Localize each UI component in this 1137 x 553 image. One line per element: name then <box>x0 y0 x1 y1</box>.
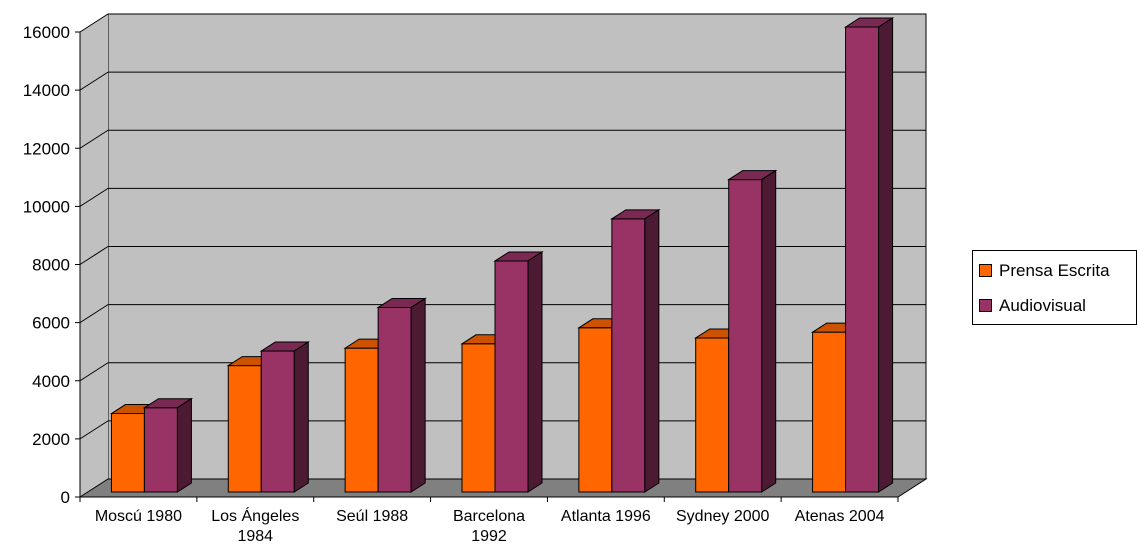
bar-audiovisual <box>377 306 412 493</box>
y-tick-label: 16000 <box>23 23 70 42</box>
y-tick-label: 14000 <box>23 81 70 100</box>
x-tick-label: 1992 <box>471 528 507 545</box>
bar-side-audiovisual <box>644 208 660 493</box>
legend-label-audiovisual: Audiovisual <box>999 296 1086 315</box>
gridline-side <box>79 304 109 324</box>
x-tick-label: Barcelona <box>453 508 525 525</box>
bar-side-audiovisual <box>878 17 894 493</box>
legend-item-audiovisual: Audiovisual <box>979 296 1086 316</box>
gridline-side <box>79 246 109 265</box>
legend-item-prensa-escrita: Prensa Escrita <box>979 261 1110 281</box>
gridline-side <box>79 71 109 91</box>
bar-audiovisual <box>143 407 178 493</box>
bar-side-audiovisual <box>410 297 426 493</box>
y-tick-label: 8000 <box>32 256 70 275</box>
bar-prensa-escrita <box>344 347 379 493</box>
x-tick-label: 1984 <box>237 528 273 545</box>
y-tick-label: 12000 <box>23 139 70 158</box>
bar-side-audiovisual <box>761 169 777 493</box>
legend-swatch-prensa-escrita <box>979 264 992 278</box>
y-tick-label: 10000 <box>23 197 70 216</box>
gridline-side <box>79 187 109 207</box>
bar-audiovisual <box>494 260 529 493</box>
bar-side-audiovisual <box>527 251 543 493</box>
bar-audiovisual <box>260 350 295 493</box>
x-tick-label: Los Ángeles <box>211 506 299 525</box>
bar-prensa-escrita <box>695 337 730 493</box>
x-tick-label: Atenas 2004 <box>795 508 885 525</box>
y-tick-label: 0 <box>61 488 70 507</box>
bar-prensa-escrita <box>227 365 262 493</box>
bar-audiovisual <box>728 179 763 493</box>
x-tick-label: Seúl 1988 <box>336 508 408 525</box>
bar-side-audiovisual <box>176 397 192 493</box>
y-tick-label: 4000 <box>32 372 70 391</box>
bar-audiovisual <box>611 218 646 493</box>
bar-audiovisual <box>845 26 880 493</box>
x-tick-label: Atlanta 1996 <box>561 508 651 525</box>
bar-prensa-escrita <box>110 413 145 493</box>
gridline-side <box>79 362 109 382</box>
gridline-side <box>79 13 109 33</box>
legend-swatch-audiovisual <box>979 299 992 313</box>
bar-prensa-escrita <box>578 327 613 493</box>
gridline-side <box>79 420 109 440</box>
bar-prensa-escrita <box>812 331 847 493</box>
bar-side-audiovisual <box>293 341 309 493</box>
legend: Prensa Escrita Audiovisual <box>972 250 1137 325</box>
x-tick-label: Moscú 1980 <box>95 508 182 525</box>
bar-prensa-escrita <box>461 343 496 493</box>
legend-label-prensa-escrita: Prensa Escrita <box>999 261 1110 280</box>
y-tick-label: 2000 <box>32 430 70 449</box>
x-tick-label: Sydney 2000 <box>676 508 770 525</box>
gridline-side <box>79 129 109 149</box>
y-tick-label: 6000 <box>32 314 70 333</box>
